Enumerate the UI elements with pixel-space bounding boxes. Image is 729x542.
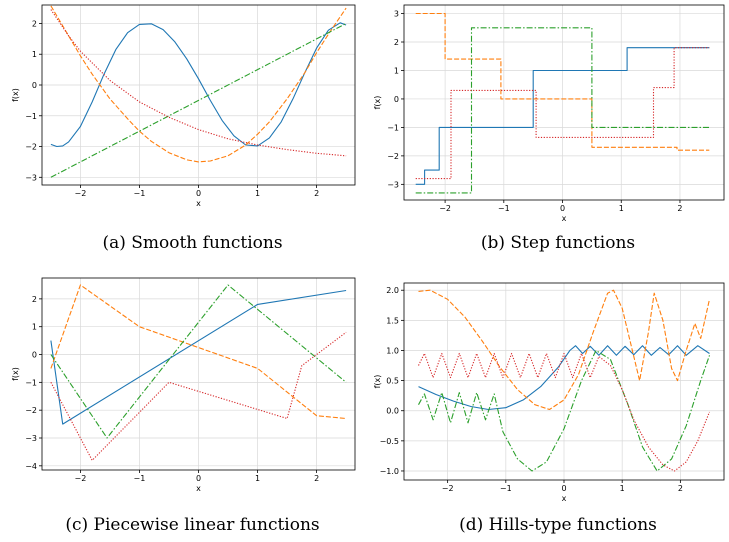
x-tick-label: 0 xyxy=(196,189,201,198)
panel-caption: (a) Smooth functions xyxy=(102,233,282,253)
x-tick-label: 1 xyxy=(619,204,624,213)
series-line-green xyxy=(50,23,347,178)
panel-piecewise-linear-functions: −2 −1 0 1 2 −4 −3 −2 −1 0 1 2 x f(x) (c) Piecewise lin… xyxy=(11,277,356,535)
y-tick-label: 0.5 xyxy=(386,377,399,386)
y-axis-label: f(x) xyxy=(11,88,20,102)
y-tick-label: 2 xyxy=(32,295,37,304)
panel-hills-type-functions: −2 −1 0 1 2 −1.0 −0.5 0.0 0.5 1.0 1.5 2.0 x f(x) (d) H… xyxy=(373,282,725,535)
x-tick-label: 1 xyxy=(620,484,625,493)
y-tick-label: −2 xyxy=(25,143,37,152)
y-tick-label: 3 xyxy=(394,10,399,19)
panel-caption: (b) Step functions xyxy=(481,233,635,253)
y-tick-label: 1 xyxy=(32,323,37,332)
x-axis-label: x xyxy=(196,484,201,493)
series-line-red xyxy=(415,47,710,180)
x-tick-label: 0 xyxy=(561,484,566,493)
x-tick-label: −1 xyxy=(500,484,512,493)
panel-caption: (d) Hills-type functions xyxy=(459,515,657,535)
x-tick-label: 2 xyxy=(678,484,683,493)
y-tick-label: −3 xyxy=(25,173,37,182)
y-axis-label: f(x) xyxy=(373,96,382,110)
x-tick-label: −2 xyxy=(74,474,86,483)
series-line-blue xyxy=(418,345,710,411)
y-tick-label: −0.5 xyxy=(380,437,399,446)
x-tick-label: −1 xyxy=(134,189,146,198)
y-tick-label: −1 xyxy=(25,112,37,121)
y-tick-label: 0 xyxy=(394,95,399,104)
x-tick-label: −2 xyxy=(439,204,451,213)
y-tick-label: −1.0 xyxy=(380,467,399,476)
y-tick-label: 1.0 xyxy=(386,346,399,355)
y-tick-label: 1 xyxy=(394,66,399,75)
series-line-orange xyxy=(50,284,347,420)
y-tick-label: 2 xyxy=(394,38,399,47)
panel-step-functions: −2 −1 0 1 2 −3 −2 −1 0 1 2 3 x f(x) (b) Step functions xyxy=(373,4,725,253)
x-tick-label: −2 xyxy=(442,484,454,493)
x-tick-label: −1 xyxy=(498,204,510,213)
series-line-red xyxy=(50,9,347,157)
series-line-orange xyxy=(418,289,711,411)
y-tick-label: 2 xyxy=(32,19,37,28)
series-line-orange xyxy=(415,12,710,151)
x-tick-label: 0 xyxy=(196,474,201,483)
panel-smooth-functions: −2 −1 0 1 2 −3 −2 −1 0 1 2 x f(x) (a) Smooth function… xyxy=(11,4,356,253)
x-axis-label: x xyxy=(196,199,201,208)
x-tick-label: 2 xyxy=(314,189,319,198)
x-tick-label: 2 xyxy=(314,474,319,483)
x-tick-label: −1 xyxy=(134,474,146,483)
x-axis-label: x xyxy=(562,494,567,503)
series-line-green xyxy=(415,27,710,194)
y-tick-label: 0.0 xyxy=(386,407,399,416)
series-line-red xyxy=(50,331,347,461)
x-tick-label: 0 xyxy=(560,204,565,213)
y-tick-label: 1 xyxy=(32,50,37,59)
y-axis-label: f(x) xyxy=(11,367,20,381)
y-tick-label: −3 xyxy=(387,180,399,189)
y-tick-label: 0 xyxy=(32,351,37,360)
series-line-green xyxy=(418,349,711,472)
series-line-blue xyxy=(50,22,347,148)
y-tick-label: −2 xyxy=(25,406,37,415)
y-tick-label: −2 xyxy=(387,152,399,161)
y-tick-label: −1 xyxy=(387,123,399,132)
series-line-blue xyxy=(50,289,347,425)
y-tick-label: 0 xyxy=(32,81,37,90)
series-line-red xyxy=(418,352,711,472)
y-tick-label: −3 xyxy=(25,434,37,443)
x-tick-label: 1 xyxy=(255,189,260,198)
y-tick-label: −1 xyxy=(25,378,37,387)
y-axis-label: f(x) xyxy=(373,375,382,389)
x-tick-label: 2 xyxy=(677,204,682,213)
y-tick-label: 1.5 xyxy=(386,316,399,325)
axes-frame xyxy=(403,4,725,201)
y-tick-label: 2.0 xyxy=(386,286,399,295)
x-tick-label: 1 xyxy=(255,474,260,483)
x-tick-label: −2 xyxy=(74,189,86,198)
series-line-orange xyxy=(50,5,347,163)
panel-caption: (c) Piecewise linear functions xyxy=(65,515,319,535)
series-line-blue xyxy=(415,47,710,185)
series-line-green xyxy=(50,284,347,439)
x-axis-label: x xyxy=(562,214,567,223)
y-tick-label: −4 xyxy=(25,462,37,471)
